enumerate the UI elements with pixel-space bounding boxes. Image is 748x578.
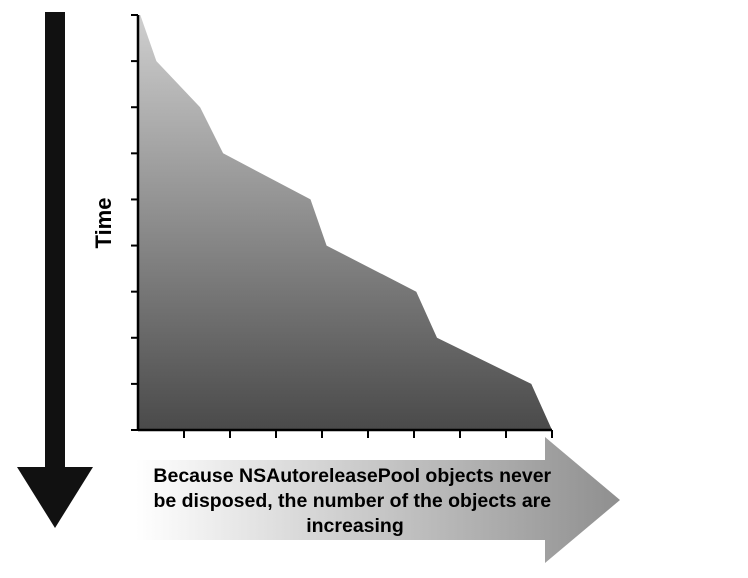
axis-ticks xyxy=(131,14,553,438)
x-axis-label: Because NSAutoreleasePool objects never … xyxy=(153,465,556,537)
series-area xyxy=(138,15,552,430)
plot-axes xyxy=(136,15,552,432)
time-arrow xyxy=(17,12,93,528)
x-axis-label-line-3: increasing xyxy=(306,515,404,537)
x-axis-label-line-1: Because NSAutoreleasePool objects never xyxy=(153,465,551,487)
y-axis-label: Time xyxy=(91,198,116,249)
objects-arrow xyxy=(136,437,620,563)
x-axis-label-line-2: be disposed, the number of the objects a… xyxy=(153,490,551,512)
